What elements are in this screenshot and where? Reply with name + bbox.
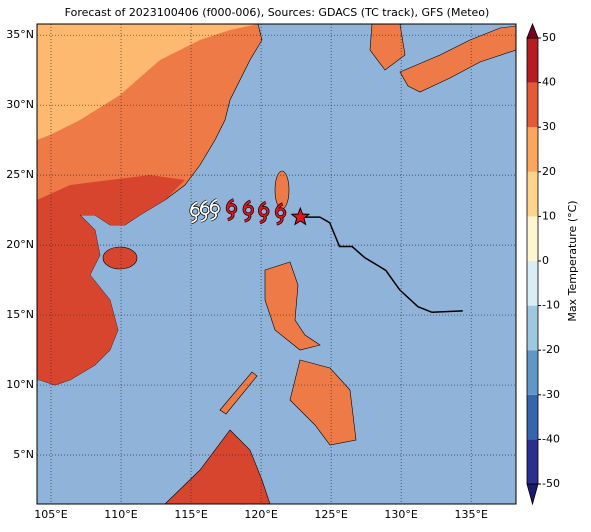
colorbar-tick-label: -40: [542, 432, 560, 445]
x-tick-label: 125°E: [314, 508, 347, 521]
storm-symbol-inner: [258, 201, 269, 224]
visayas-mindanao: [289, 359, 357, 446]
storm-symbol-inner: [209, 198, 220, 221]
colorbar-extend-low: [526, 483, 539, 506]
colorbar-tick-label: -30: [542, 388, 560, 401]
colorbar-segment: [527, 38, 538, 83]
current-position: [290, 206, 311, 226]
map-area: [37, 24, 516, 504]
colorbar-tick-label: -10: [542, 299, 560, 312]
colorbar-tick-label: 30: [542, 120, 556, 133]
land-cool: [37, 24, 258, 140]
x-tick-label: 135°E: [454, 508, 487, 521]
land-hot: [37, 175, 185, 385]
colorbar-tick-label: 40: [542, 76, 556, 89]
colorbar-segment: [527, 82, 538, 128]
storm-symbol-inner: [275, 203, 286, 225]
colorbar-extend-high: [526, 22, 539, 39]
track-line: [300, 216, 463, 314]
x-tick-label: 120°E: [244, 508, 277, 521]
y-tick-label: 10°N: [6, 378, 34, 391]
korea: [369, 24, 406, 71]
storm-symbol-inner: [199, 200, 210, 222]
x-tick-label: 110°E: [104, 508, 137, 521]
colorbar-tick-label: 10: [542, 209, 556, 222]
plot-layer: [37, 24, 516, 504]
y-tick-label: 5°N: [13, 448, 34, 461]
hainan: [102, 246, 138, 270]
colorbar-segment: [527, 305, 538, 351]
x-tick-label: 105°E: [34, 508, 67, 521]
x-tick-label: 130°E: [384, 508, 417, 521]
colorbar-segment: [527, 171, 538, 217]
y-tick-label: 35°N: [6, 28, 34, 41]
storm-symbol-inner: [190, 201, 201, 224]
palawan: [219, 371, 258, 415]
colorbar-segment: [527, 261, 538, 306]
luzon: [264, 261, 321, 351]
colorbar-tick-label: 50: [542, 31, 556, 44]
chart-title: Forecast of 2023100406 (f000-006), Sourc…: [65, 6, 490, 19]
map-frame: [36, 23, 517, 505]
colorbar-segment: [527, 439, 538, 484]
colorbar-label: Max Temperature (°C): [566, 200, 579, 321]
y-tick-label: 25°N: [6, 168, 34, 181]
colorbar-segment: [527, 127, 538, 172]
borneo: [164, 429, 271, 504]
colorbar-tick-label: -20: [542, 343, 560, 356]
storm-symbol-inner: [226, 198, 237, 221]
y-tick-label: 15°N: [6, 308, 34, 321]
colorbar-tick-label: 20: [542, 165, 556, 178]
storm-symbol-inner: [243, 200, 254, 222]
colorbar-segment: [527, 350, 538, 395]
x-tick-label: 115°E: [174, 508, 207, 521]
japan: [399, 25, 516, 93]
y-tick-label: 20°N: [6, 238, 34, 251]
y-tick-label: 30°N: [6, 98, 34, 111]
colorbar-segment: [527, 394, 538, 440]
colorbar-segment: [527, 216, 538, 261]
colorbar-tick-label: -50: [542, 477, 560, 490]
colorbar: -50 -40 -30 -20 -10 0 10 20 30 40 50 Max Temperatur…: [526, 22, 579, 506]
colorbar-tick-label: 0: [542, 254, 549, 267]
